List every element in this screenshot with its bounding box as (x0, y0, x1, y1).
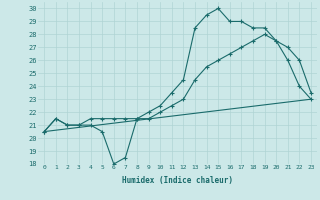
X-axis label: Humidex (Indice chaleur): Humidex (Indice chaleur) (122, 176, 233, 185)
